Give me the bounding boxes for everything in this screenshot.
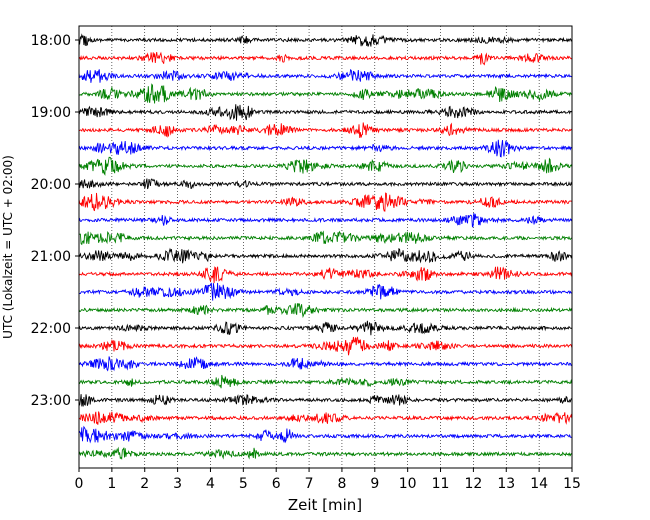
- trace-line: [78, 68, 573, 83]
- y-axis-label: UTC (Lokalzeit = UTC + 02:00): [1, 155, 15, 339]
- x-tick-label: 0: [75, 476, 84, 492]
- trace-line: [78, 122, 573, 138]
- x-tick-label: 7: [305, 476, 314, 492]
- trace-line: [78, 156, 573, 176]
- trace-line: [78, 411, 573, 425]
- x-tick-label: 6: [272, 476, 281, 492]
- trace-line: [78, 320, 573, 336]
- x-axis-label: Zeit [min]: [288, 496, 362, 514]
- trace-line: [78, 266, 573, 284]
- trace-line: [78, 336, 573, 356]
- x-tick-label: 3: [173, 476, 182, 492]
- plot-background: [79, 26, 572, 468]
- trace-line: [78, 192, 572, 212]
- y-tick-label: 18:00: [31, 33, 71, 49]
- trace-line: [78, 374, 573, 389]
- y-tick-label: 20:00: [31, 177, 71, 193]
- trace-line: [78, 247, 573, 264]
- x-tick-label: 11: [432, 476, 450, 492]
- y-axis-ticks: 18:00 19:00 20:00 21:00 22:00 23:00: [31, 33, 79, 409]
- x-tick-label: 2: [140, 476, 149, 492]
- y-tick-label: 23:00: [31, 393, 71, 409]
- trace-line: [78, 230, 572, 246]
- x-tick-label: 1: [107, 476, 116, 492]
- x-axis-ticks: 0 1 2 3 4 5 6 7 8 9 10 11 12 13 14 15: [75, 468, 581, 492]
- x-tick-label: 13: [497, 476, 515, 492]
- x-tick-label: 9: [370, 476, 379, 492]
- trace-line: [78, 213, 573, 228]
- trace-line: [78, 83, 573, 104]
- x-tick-label: 4: [206, 476, 215, 492]
- trace-line: [78, 356, 573, 372]
- trace-line: [78, 282, 572, 301]
- trace-line: [78, 33, 573, 47]
- trace-line: [78, 139, 573, 158]
- x-tick-label: 10: [399, 476, 417, 492]
- x-tick-label: 5: [239, 476, 248, 492]
- y-tick-label: 22:00: [31, 321, 71, 337]
- trace-line: [78, 425, 573, 444]
- trace-line: [78, 51, 573, 66]
- trace-line: [78, 394, 573, 407]
- x-tick-label: 12: [464, 476, 482, 492]
- traces: [78, 33, 573, 460]
- trace-line: [78, 104, 573, 121]
- trace-line: [78, 446, 573, 460]
- trace-line: [78, 302, 573, 319]
- y-tick-label: 21:00: [31, 249, 71, 265]
- x-tick-label: 15: [563, 476, 581, 492]
- trace-line: [78, 178, 573, 190]
- x-tick-label: 8: [337, 476, 346, 492]
- y-tick-label: 19:00: [31, 105, 71, 121]
- x-tick-label: 14: [530, 476, 548, 492]
- plot-frame: [78, 25, 573, 469]
